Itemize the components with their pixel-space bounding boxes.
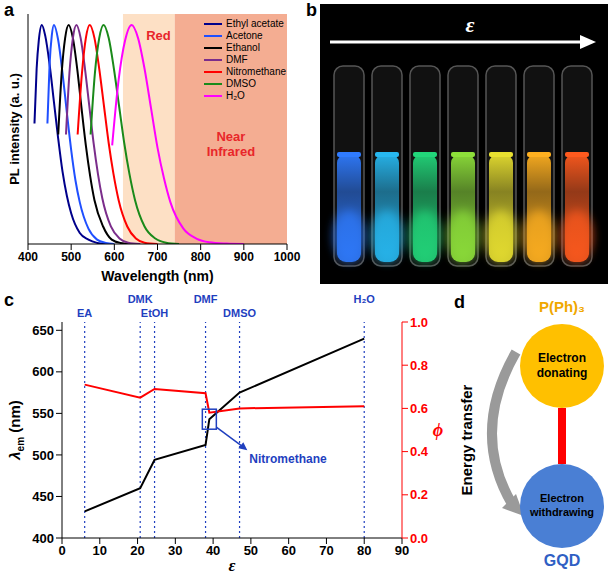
svg-text:450: 450 bbox=[32, 489, 54, 504]
html-text:H₂O: H₂O bbox=[226, 90, 245, 101]
svg-text:800: 800 bbox=[191, 250, 211, 264]
svg-text:Electronwithdrawing: Electronwithdrawing bbox=[529, 492, 594, 518]
html-text:Ethyl acetate: Ethyl acetate bbox=[226, 18, 284, 29]
svg-text:550: 550 bbox=[32, 406, 54, 421]
svg-text:Nitromethane: Nitromethane bbox=[249, 452, 327, 466]
svg-text:600: 600 bbox=[104, 250, 124, 264]
svg-text:50: 50 bbox=[244, 543, 258, 558]
html-text:ϕ: ϕ bbox=[432, 419, 444, 440]
html-text:DMSO: DMSO bbox=[226, 78, 256, 89]
html-text:Acetone: Acetone bbox=[226, 30, 263, 41]
svg-text:60: 60 bbox=[281, 543, 295, 558]
svg-text:0.8: 0.8 bbox=[410, 358, 428, 373]
html-text:Wavelength (nm): Wavelength (nm) bbox=[101, 268, 214, 284]
svg-text:40: 40 bbox=[206, 543, 220, 558]
svg-text:90: 90 bbox=[395, 543, 409, 558]
svg-text:80: 80 bbox=[357, 543, 371, 558]
svg-text:Electrondonating: Electrondonating bbox=[537, 351, 588, 380]
svg-text:650: 650 bbox=[32, 323, 54, 338]
html-text:λ: λ bbox=[6, 451, 23, 460]
svg-text:1000: 1000 bbox=[274, 250, 301, 264]
svg-text:DMK: DMK bbox=[128, 293, 153, 305]
svg-text:20: 20 bbox=[130, 543, 144, 558]
svg-text:0.0: 0.0 bbox=[410, 531, 428, 546]
svg-text:GQD: GQD bbox=[544, 552, 580, 569]
svg-text:Energy transfer: Energy transfer bbox=[458, 384, 475, 495]
html-text:Nitromethane: Nitromethane bbox=[226, 66, 286, 77]
svg-text:500: 500 bbox=[61, 250, 81, 264]
svg-text:70: 70 bbox=[319, 543, 333, 558]
svg-text:NearInfrared: NearInfrared bbox=[207, 129, 255, 159]
svg-text:400: 400 bbox=[18, 250, 38, 264]
svg-text:0.6: 0.6 bbox=[410, 401, 428, 416]
svg-text:Red: Red bbox=[146, 28, 171, 43]
svg-text:1.0: 1.0 bbox=[410, 315, 428, 330]
svg-text:400: 400 bbox=[32, 531, 54, 546]
html-text:PL intensity (a. u.): PL intensity (a. u.) bbox=[6, 73, 22, 185]
html-text:c: c bbox=[4, 290, 14, 310]
svg-text:DMF: DMF bbox=[194, 293, 218, 305]
html-text:(nm): (nm) bbox=[6, 400, 23, 437]
html-text:d: d bbox=[454, 292, 465, 312]
html-text:ε: ε bbox=[228, 556, 236, 575]
svg-text:700: 700 bbox=[147, 250, 167, 264]
svg-text:ε: ε bbox=[465, 12, 474, 37]
svg-text:H₂O: H₂O bbox=[354, 293, 376, 305]
svg-text:0: 0 bbox=[58, 543, 65, 558]
svg-text:P(Ph)₃: P(Ph)₃ bbox=[539, 298, 585, 315]
svg-text:EA: EA bbox=[77, 307, 92, 319]
html-text:DMF: DMF bbox=[226, 54, 248, 65]
svg-text:10: 10 bbox=[93, 543, 107, 558]
svg-text:900: 900 bbox=[234, 250, 254, 264]
svg-text:DMSO: DMSO bbox=[223, 307, 256, 319]
html-text:em: em bbox=[15, 436, 26, 452]
svg-text:30: 30 bbox=[168, 543, 182, 558]
svg-text:500: 500 bbox=[32, 448, 54, 463]
html-text:Ethanol: Ethanol bbox=[226, 42, 260, 53]
svg-text:600: 600 bbox=[32, 364, 54, 379]
svg-text:0.4: 0.4 bbox=[410, 444, 429, 459]
html-text:a: a bbox=[4, 0, 14, 20]
html-text:b: b bbox=[306, 0, 317, 20]
svg-text:EtOH: EtOH bbox=[141, 307, 169, 319]
svg-text:0.2: 0.2 bbox=[410, 487, 428, 502]
